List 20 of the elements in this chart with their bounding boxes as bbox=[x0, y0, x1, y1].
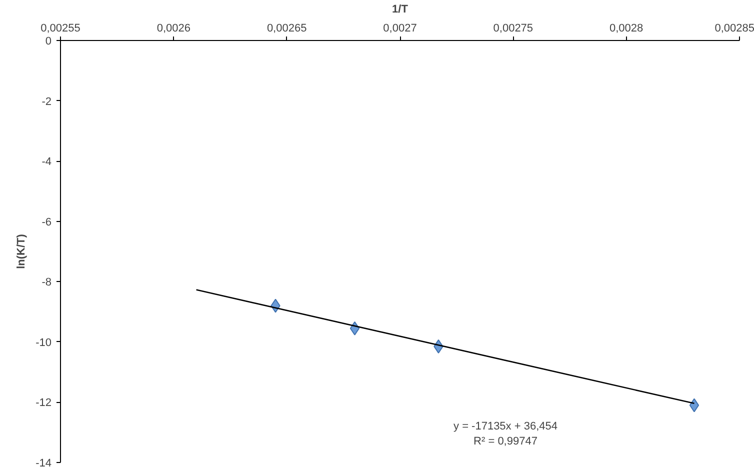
y-tick-label: -2 bbox=[42, 96, 52, 108]
y-tick-label: -12 bbox=[36, 397, 52, 410]
y-tick-label: -10 bbox=[36, 336, 52, 349]
y-tick-label: 0 bbox=[45, 36, 52, 48]
y-tick-label: -4 bbox=[42, 156, 52, 168]
x-tick-label: 0,0026 bbox=[156, 22, 190, 34]
annotation: R² = 0,99747 bbox=[474, 436, 538, 448]
x-tick-label: 0,0027 bbox=[383, 22, 417, 34]
y-tick-label: -8 bbox=[42, 276, 52, 289]
x-tick-label: 0,00265 bbox=[266, 22, 307, 34]
x-tick-label: 0,0028 bbox=[610, 22, 644, 34]
x-tick-label: 0,00285 bbox=[714, 22, 754, 34]
annotation: y = -17135x + 36,454 bbox=[454, 420, 558, 432]
x-axis-title: 1/T bbox=[392, 4, 408, 16]
y-tick-label: -6 bbox=[42, 216, 52, 228]
y-tick-label: -14 bbox=[36, 458, 52, 470]
y-axis-title: ln(K/T) bbox=[16, 234, 28, 269]
x-tick-label: 0,00255 bbox=[40, 22, 80, 34]
x-tick-label: 0,00275 bbox=[493, 22, 534, 34]
point bbox=[689, 398, 700, 412]
